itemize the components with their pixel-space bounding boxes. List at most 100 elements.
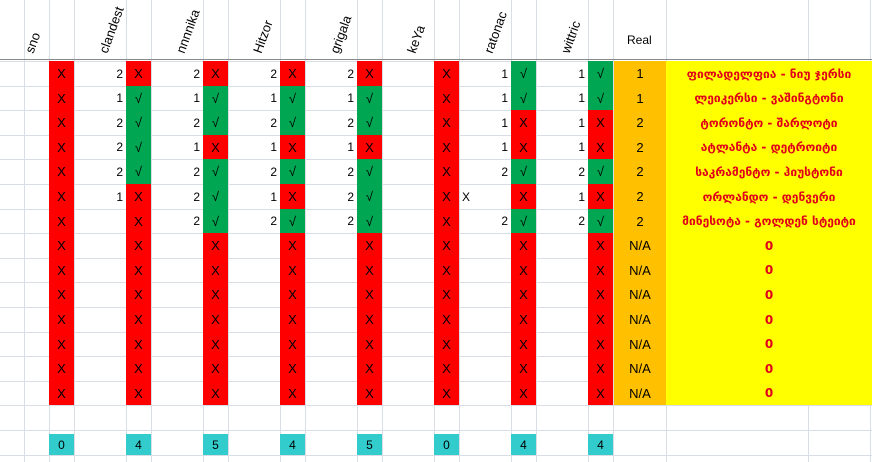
prediction-value[interactable]: 1: [501, 140, 508, 154]
real-result[interactable]: N/A: [614, 356, 666, 381]
prediction-value[interactable]: 2: [193, 189, 200, 204]
player-total[interactable]: 0: [434, 434, 459, 455]
prediction-value[interactable]: 2: [270, 214, 277, 228]
player-total[interactable]: 4: [511, 434, 536, 455]
player-total[interactable]: 4: [588, 434, 613, 455]
wrong-mark[interactable]: X: [588, 356, 613, 381]
wrong-mark[interactable]: X: [434, 61, 459, 86]
prediction-value[interactable]: 2: [347, 164, 354, 179]
wrong-mark[interactable]: X: [511, 356, 536, 381]
wrong-mark[interactable]: X: [357, 381, 382, 405]
wrong-mark[interactable]: X: [588, 332, 613, 356]
prediction-value[interactable]: 2: [501, 164, 508, 179]
correct-mark[interactable]: √: [203, 184, 228, 209]
prediction-value[interactable]: 1: [193, 140, 200, 154]
wrong-mark[interactable]: X: [126, 233, 151, 258]
wrong-mark[interactable]: X: [49, 61, 74, 86]
prediction-value[interactable]: 2: [116, 164, 123, 179]
prediction-value[interactable]: 1: [270, 91, 277, 105]
wrong-mark[interactable]: X: [203, 307, 228, 332]
wrong-mark[interactable]: X: [49, 332, 74, 356]
prediction-value[interactable]: 1: [270, 189, 277, 204]
correct-mark[interactable]: √: [588, 61, 613, 86]
wrong-mark[interactable]: X: [126, 282, 151, 307]
match-name[interactable]: საკრამენტო - ჰიუსტონი: [666, 159, 872, 184]
wrong-mark[interactable]: X: [280, 307, 305, 332]
wrong-mark[interactable]: X: [49, 381, 74, 405]
prediction-value[interactable]: 1: [193, 91, 200, 105]
match-name[interactable]: ტორონტო - შარლოტი: [666, 110, 872, 135]
prediction-value[interactable]: 1: [578, 66, 585, 81]
wrong-mark[interactable]: X: [511, 332, 536, 356]
player-total[interactable]: 0: [49, 434, 74, 455]
wrong-mark[interactable]: X: [588, 381, 613, 405]
wrong-mark[interactable]: X: [49, 307, 74, 332]
wrong-mark[interactable]: X: [357, 135, 382, 159]
prediction-value[interactable]: 2: [193, 214, 200, 228]
prediction-value[interactable]: 2: [116, 66, 123, 81]
wrong-mark[interactable]: X: [280, 356, 305, 381]
real-result[interactable]: 2: [614, 159, 666, 184]
wrong-mark[interactable]: X: [126, 61, 151, 86]
wrong-mark[interactable]: X: [434, 184, 459, 209]
real-result[interactable]: N/A: [614, 381, 666, 405]
wrong-mark[interactable]: X: [588, 110, 613, 135]
wrong-mark[interactable]: X: [434, 258, 459, 282]
correct-mark[interactable]: √: [511, 86, 536, 110]
wrong-mark[interactable]: X: [49, 135, 74, 159]
wrong-mark[interactable]: X: [126, 209, 151, 233]
correct-mark[interactable]: √: [280, 209, 305, 233]
wrong-mark[interactable]: X: [126, 307, 151, 332]
wrong-mark[interactable]: X: [203, 282, 228, 307]
wrong-mark[interactable]: X: [357, 332, 382, 356]
wrong-mark[interactable]: X: [511, 381, 536, 405]
real-result[interactable]: 1: [614, 61, 666, 86]
wrong-mark[interactable]: X: [126, 332, 151, 356]
wrong-mark[interactable]: X: [49, 159, 74, 184]
prediction-value[interactable]: 2: [193, 115, 200, 130]
wrong-mark[interactable]: X: [203, 135, 228, 159]
wrong-mark[interactable]: X: [280, 258, 305, 282]
match-name[interactable]: 0: [666, 233, 872, 258]
prediction-value[interactable]: 1: [578, 140, 585, 154]
extra-mark[interactable]: X: [461, 189, 470, 204]
real-result[interactable]: 2: [614, 184, 666, 209]
wrong-mark[interactable]: X: [49, 209, 74, 233]
wrong-mark[interactable]: X: [588, 258, 613, 282]
wrong-mark[interactable]: X: [203, 258, 228, 282]
wrong-mark[interactable]: X: [434, 332, 459, 356]
wrong-mark[interactable]: X: [49, 258, 74, 282]
prediction-value[interactable]: 1: [578, 189, 585, 204]
prediction-value[interactable]: 2: [347, 66, 354, 81]
real-result[interactable]: N/A: [614, 332, 666, 356]
player-total[interactable]: 4: [126, 434, 151, 455]
prediction-value[interactable]: 2: [501, 214, 508, 228]
match-name[interactable]: 0: [666, 258, 872, 282]
match-name[interactable]: მინესოტა - გოლდენ სტეიტი: [666, 209, 872, 233]
match-name[interactable]: 0: [666, 381, 872, 405]
wrong-mark[interactable]: X: [357, 258, 382, 282]
prediction-value[interactable]: 2: [347, 115, 354, 130]
correct-mark[interactable]: √: [203, 209, 228, 233]
wrong-mark[interactable]: X: [126, 184, 151, 209]
wrong-mark[interactable]: X: [434, 110, 459, 135]
prediction-value[interactable]: 2: [270, 164, 277, 179]
correct-mark[interactable]: √: [280, 159, 305, 184]
real-result[interactable]: 2: [614, 110, 666, 135]
wrong-mark[interactable]: X: [511, 135, 536, 159]
wrong-mark[interactable]: X: [49, 184, 74, 209]
player-total[interactable]: 5: [203, 434, 228, 455]
real-result[interactable]: 2: [614, 135, 666, 159]
correct-mark[interactable]: √: [357, 86, 382, 110]
prediction-value[interactable]: 1: [347, 140, 354, 154]
wrong-mark[interactable]: X: [434, 381, 459, 405]
prediction-value[interactable]: 2: [270, 66, 277, 81]
wrong-mark[interactable]: X: [49, 233, 74, 258]
wrong-mark[interactable]: X: [49, 110, 74, 135]
wrong-mark[interactable]: X: [588, 233, 613, 258]
correct-mark[interactable]: √: [126, 159, 151, 184]
wrong-mark[interactable]: X: [280, 282, 305, 307]
wrong-mark[interactable]: X: [357, 307, 382, 332]
correct-mark[interactable]: √: [511, 209, 536, 233]
match-name[interactable]: ფილადელფია - ნიუ ჯერსი: [666, 61, 872, 86]
